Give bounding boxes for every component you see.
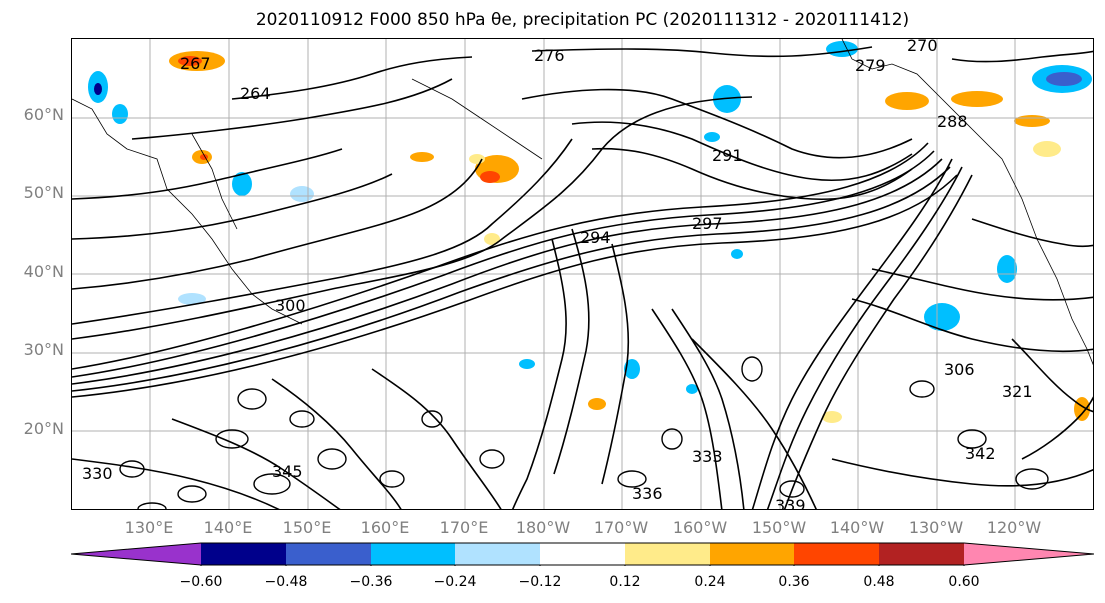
colorbar-extend-high (964, 543, 1094, 565)
contour-label: 267 (180, 54, 211, 73)
lat-label-40n: 40°N (23, 262, 64, 281)
tropical-contour-cells (119, 356, 1049, 509)
colorbar-segment (286, 543, 371, 565)
lon-label: 160°E (360, 518, 410, 537)
colorbar-segment (625, 543, 710, 565)
theta-e-contours (72, 46, 1093, 509)
lat-label-20n: 20°N (23, 419, 64, 438)
lon-label: 170°W (593, 518, 649, 537)
lon-label: 170°E (439, 518, 489, 537)
colorbar-extend-low (71, 543, 201, 565)
lon-label: 160°W (672, 518, 728, 537)
lon-label: 130°E (124, 518, 174, 537)
colorbar-tick-label: −0.12 (518, 574, 562, 590)
contour-label: 342 (965, 444, 996, 463)
lon-label: 150°E (282, 518, 332, 537)
colorbar-segment (540, 543, 625, 565)
colorbar-tick-label: 0.24 (694, 574, 726, 590)
colorbar-segments (71, 543, 1094, 565)
contour-label: 264 (240, 84, 271, 103)
lat-label-60n: 60°N (23, 105, 64, 124)
colorbar-segment (710, 543, 794, 565)
contour-label: 306 (944, 360, 975, 379)
contour-label: 294 (580, 228, 611, 247)
colorbar-tick-label: −0.36 (349, 574, 393, 590)
lon-label: 130°W (908, 518, 964, 537)
colorbar-tick-label: −0.24 (433, 574, 477, 590)
colorbar-segment (201, 543, 286, 565)
lon-label: 140°W (829, 518, 885, 537)
contour-labels: 267 276 279 270 264 291 294 297 300 288 … (82, 39, 1033, 510)
colorbar-segment (455, 543, 540, 565)
contour-label: 288 (937, 112, 968, 131)
colorbar-segment (794, 543, 879, 565)
lon-label: 150°W (751, 518, 807, 537)
map-title: 2020110912 F000 850 hPa θe, precipitatio… (255, 10, 910, 30)
contour-label: 276 (534, 46, 565, 65)
contour-label: 339 (775, 496, 806, 510)
contour-label: 297 (692, 214, 723, 233)
lat-label-50n: 50°N (23, 183, 64, 202)
contour-label: 333 (692, 447, 723, 466)
map-panel: 267 276 279 270 264 291 294 297 300 288 … (71, 38, 1094, 510)
contour-label: 279 (855, 56, 886, 75)
lat-label-30n: 30°N (23, 340, 64, 359)
colorbar-ticks (200, 565, 965, 566)
contour-label: 300 (275, 296, 306, 315)
colorbar-tick-label: 0.12 (609, 574, 641, 590)
coastlines (72, 39, 1093, 366)
lon-label: 180°W (515, 518, 571, 537)
contour-label: 330 (82, 464, 113, 483)
colorbar-tick-label: 0.60 (948, 574, 980, 590)
colorbar-segment (371, 543, 455, 565)
colorbar (71, 542, 1094, 566)
contour-label: 345 (272, 462, 303, 481)
colorbar-tick-label: 0.36 (778, 574, 810, 590)
contour-label: 336 (632, 484, 663, 503)
colorbar-segment (879, 543, 964, 565)
contour-label: 270 (907, 39, 938, 55)
lon-label: 140°E (203, 518, 253, 537)
contour-label: 321 (1002, 382, 1033, 401)
colorbar-tick-label: −0.48 (264, 574, 308, 590)
contour-label: 291 (712, 146, 743, 165)
lon-label: 120°W (986, 518, 1042, 537)
map-plot: 267 276 279 270 264 291 294 297 300 288 … (72, 39, 1093, 510)
colorbar-tick-label: 0.48 (863, 574, 895, 590)
colorbar-tick-label: −0.60 (179, 574, 223, 590)
